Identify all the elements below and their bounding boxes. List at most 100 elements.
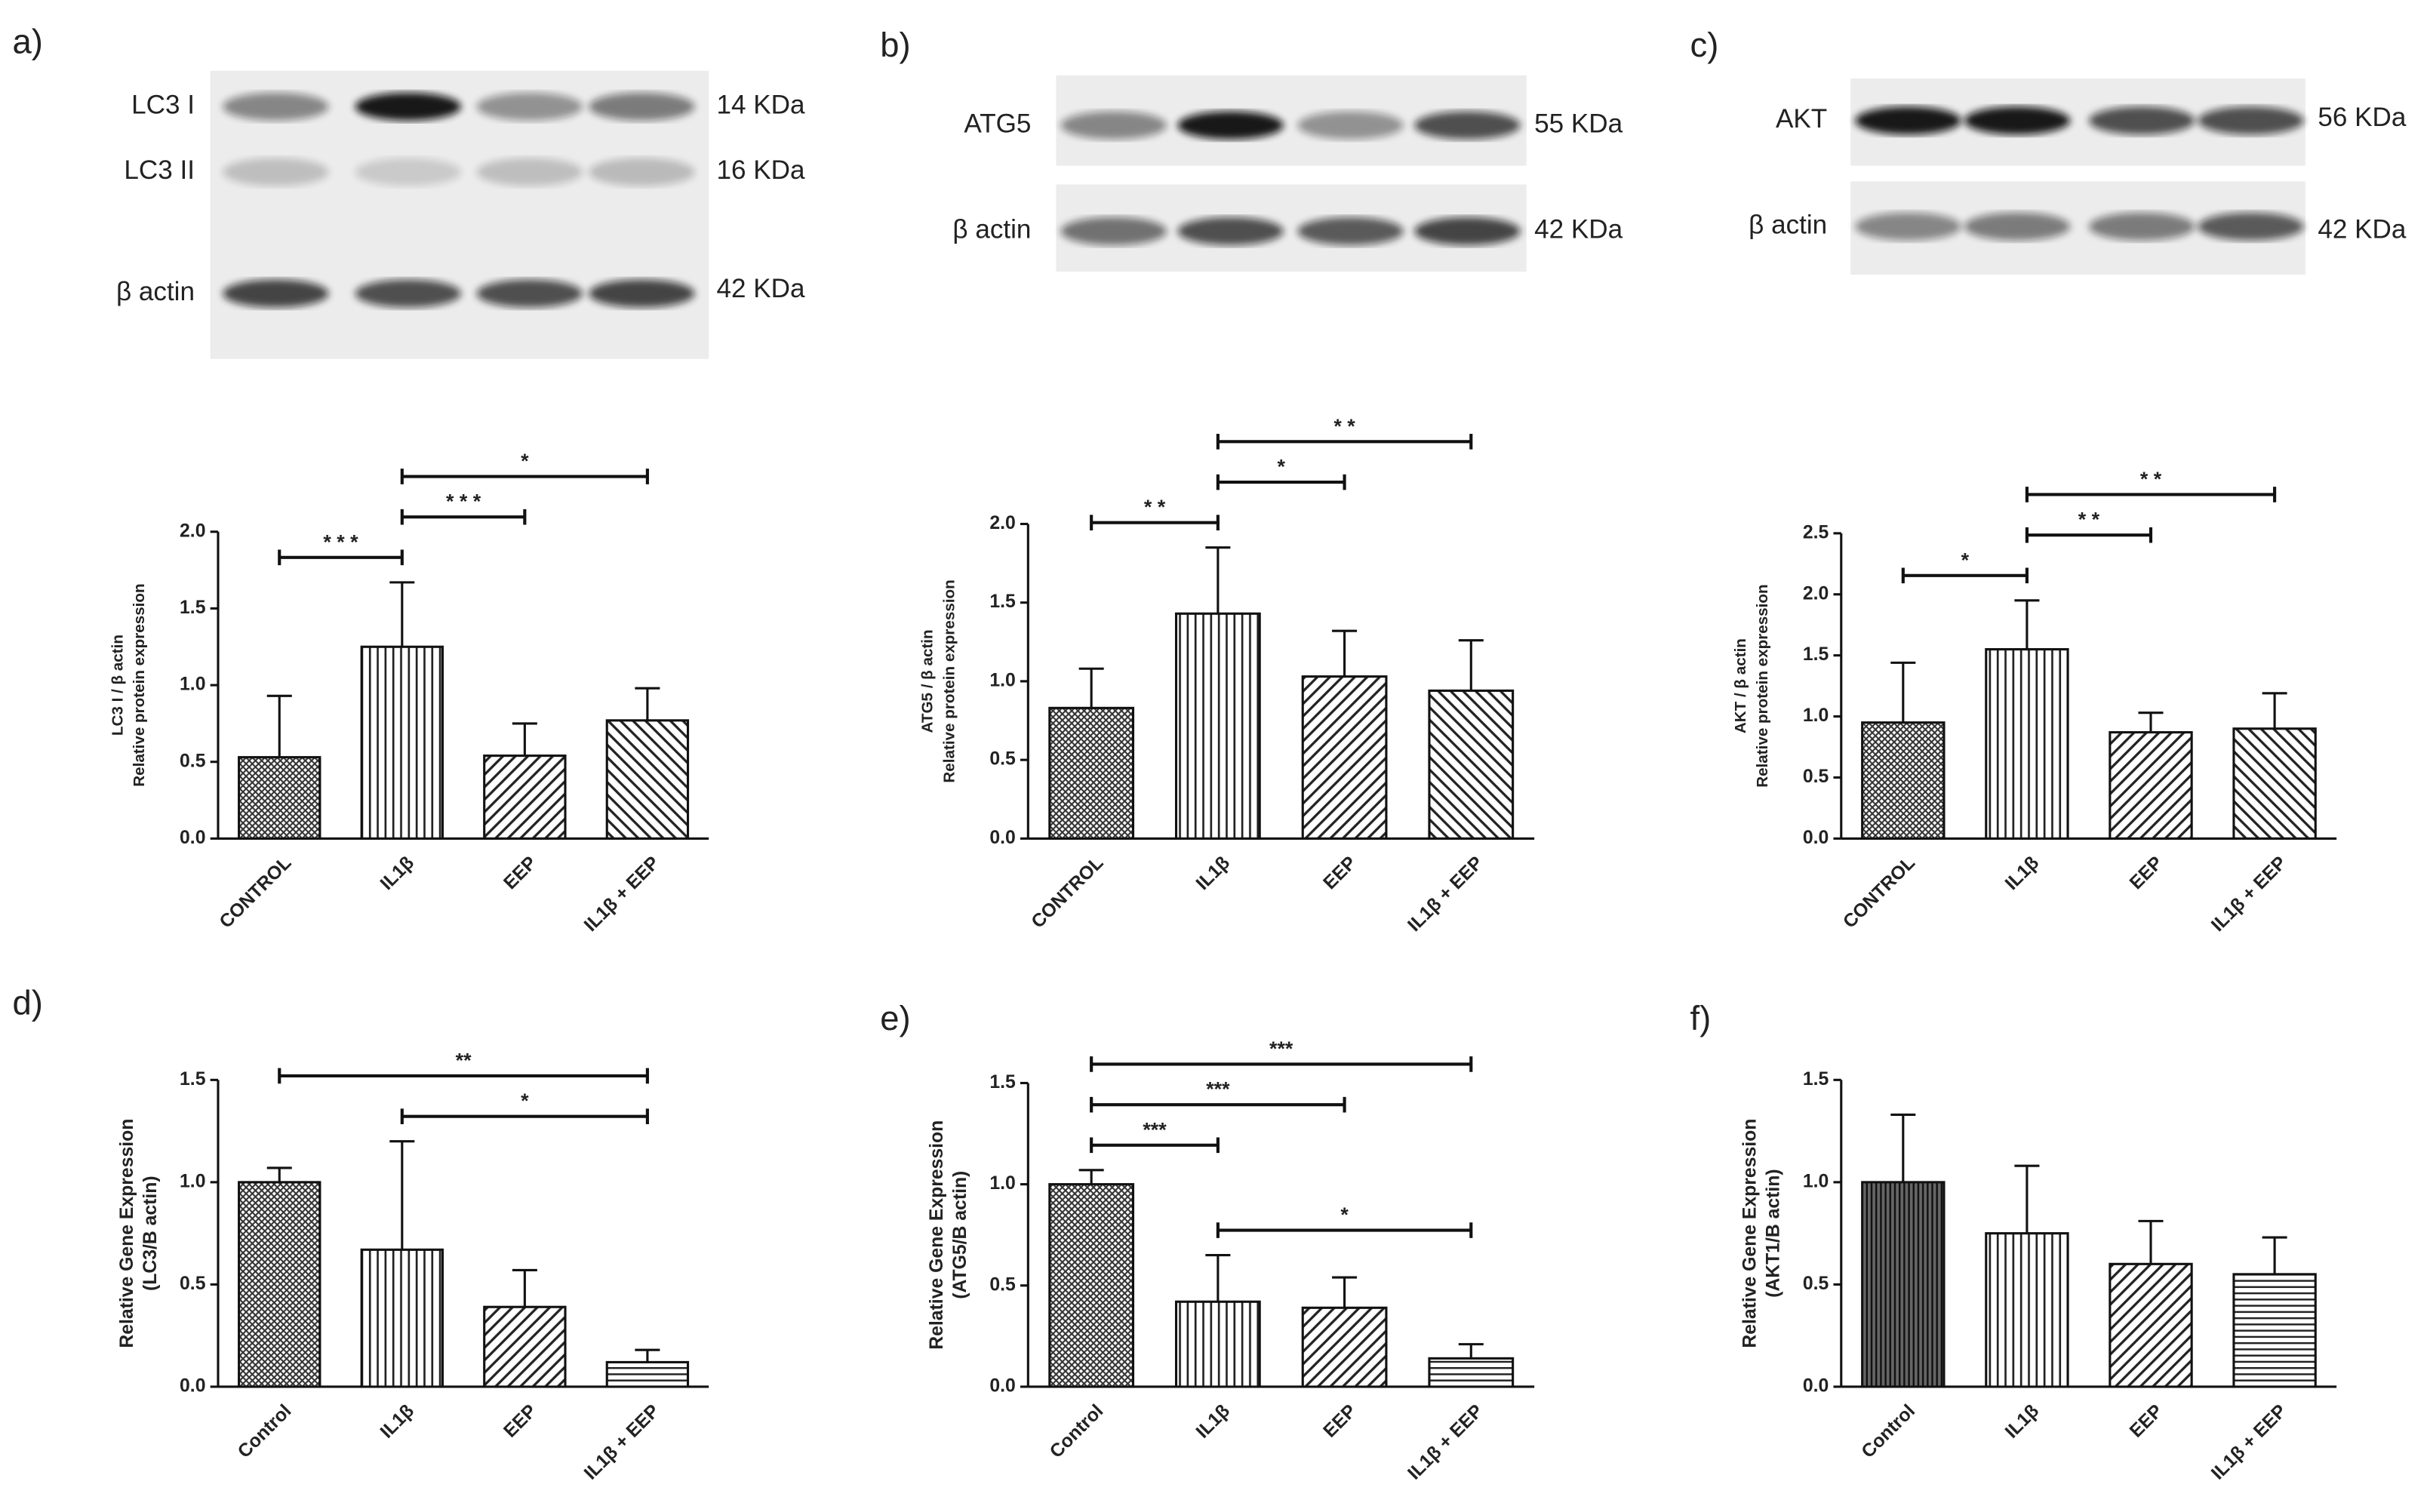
blot-band (2088, 106, 2195, 135)
bar (360, 1248, 444, 1388)
y-axis-label: (LC3/B actin) (140, 1175, 161, 1291)
x-tick-label: EEP (500, 853, 540, 893)
bar (1985, 1232, 2069, 1388)
blot-band (589, 92, 695, 121)
significance-bracket (1090, 1096, 1346, 1113)
y-tick-label: 0.5 (989, 749, 1016, 770)
panel-label: d) (13, 983, 43, 1022)
significance-bracket (2025, 487, 2277, 502)
x-tick-label: IL1β + EEP (1404, 1401, 1487, 1484)
error-bar (1890, 1113, 1916, 1182)
y-tick-label: 1.5 (989, 592, 1016, 612)
x-tick-label: IL1β (2001, 853, 2043, 894)
y-tick-label: 2.0 (1803, 583, 1829, 604)
x-tick-label: CONTROL (1839, 853, 1919, 933)
blot-band (1414, 217, 1521, 245)
significance-bracket (400, 1108, 649, 1124)
y-axis-label: Relative protein expression (131, 583, 148, 786)
significance-label: * * (2140, 468, 2162, 490)
x-tick-label: IL1β + EEP (2207, 1401, 2290, 1484)
x-tick-label: IL1β + EEP (1404, 853, 1487, 936)
y-axis-label: AKT / β actin (1732, 638, 1749, 733)
x-tick-label: IL1β + EEP (2207, 853, 2290, 936)
bar (1428, 1357, 1515, 1388)
band-label: LC3 II (124, 155, 195, 185)
band-size: 55 KDa (1534, 109, 1623, 138)
band-label: β actin (952, 215, 1031, 244)
bar (1174, 612, 1261, 840)
band-label: LC3 I (131, 91, 195, 120)
blot-band (1060, 217, 1167, 245)
panel-label: a) (13, 23, 43, 61)
significance-label: * * (1144, 496, 1166, 518)
bar (360, 645, 444, 840)
bar (483, 1305, 567, 1388)
bar (605, 719, 690, 840)
blot-band (1855, 106, 1961, 135)
significance-bracket (400, 469, 649, 484)
y-tick-label: 0.5 (1803, 1274, 1829, 1294)
bar (1428, 689, 1515, 840)
bar (2109, 731, 2193, 840)
error-bar (512, 1268, 537, 1308)
bar (1174, 1300, 1261, 1388)
x-tick-label: EEP (1320, 1401, 1361, 1442)
x-tick-label: IL1β (377, 853, 418, 894)
bar (483, 754, 567, 840)
blot-band (355, 279, 461, 308)
blot-band (1964, 106, 2071, 135)
x-tick-label: CONTROL (1028, 853, 1108, 933)
significance-label: ** (456, 1049, 472, 1071)
y-tick-label: 0.0 (180, 828, 205, 848)
significance-bracket (1216, 1222, 1473, 1238)
blot-band (1855, 212, 1961, 241)
significance-label: *** (1143, 1118, 1167, 1141)
y-tick-label: 1.0 (1803, 1171, 1829, 1191)
x-tick-label: IL1β (1192, 853, 1234, 894)
bar (1301, 675, 1388, 840)
y-tick-label: 1.0 (989, 1173, 1015, 1194)
blot-band (476, 92, 583, 121)
error-bar (635, 687, 660, 721)
y-tick-label: 2.0 (180, 521, 205, 541)
y-axis-label: Relative Gene Expression (1740, 1119, 1761, 1348)
blot-band (2198, 106, 2304, 135)
error-bar (2138, 711, 2164, 733)
significance-label: * (1340, 1203, 1349, 1226)
blot-band (2088, 212, 2195, 241)
y-tick-label: 1.0 (180, 1171, 205, 1191)
blot-band (223, 279, 329, 308)
error-bar (2138, 1219, 2164, 1265)
blot-band (476, 279, 583, 308)
blot-band (223, 158, 329, 186)
band-size: 56 KDa (2318, 103, 2406, 132)
panel-label: e) (880, 999, 910, 1037)
x-tick-label: IL1β + EEP (580, 1401, 663, 1484)
error-bar (512, 722, 537, 756)
significance-label: * (521, 450, 529, 472)
y-tick-label: 0.5 (180, 1274, 206, 1294)
blot-band (1297, 111, 1404, 140)
panel-label: b) (880, 26, 910, 64)
error-bar (2262, 692, 2287, 729)
y-axis-label: (ATG5/B actin) (950, 1171, 970, 1299)
x-tick-label: Control (234, 1401, 295, 1462)
significance-bracket (1901, 567, 2029, 584)
band-label: β actin (1749, 210, 1827, 239)
band-size: 14 KDa (716, 91, 804, 120)
bar (2232, 727, 2317, 840)
significance-label: * (521, 1089, 529, 1112)
error-bar (1332, 1276, 1358, 1308)
significance-bracket (400, 509, 527, 525)
blot-band (1414, 111, 1521, 140)
blot-band (1964, 212, 2071, 241)
significance-label: * * * (446, 490, 481, 513)
bar (2232, 1273, 2317, 1388)
y-axis-label: Relative Gene Expression (117, 1119, 137, 1348)
band-size: 42 KDa (716, 274, 804, 303)
band-size: 16 KDa (716, 155, 804, 185)
x-tick-label: Control (1858, 1401, 1919, 1462)
error-bar (1205, 546, 1231, 614)
y-tick-label: 2.5 (1803, 522, 1829, 542)
